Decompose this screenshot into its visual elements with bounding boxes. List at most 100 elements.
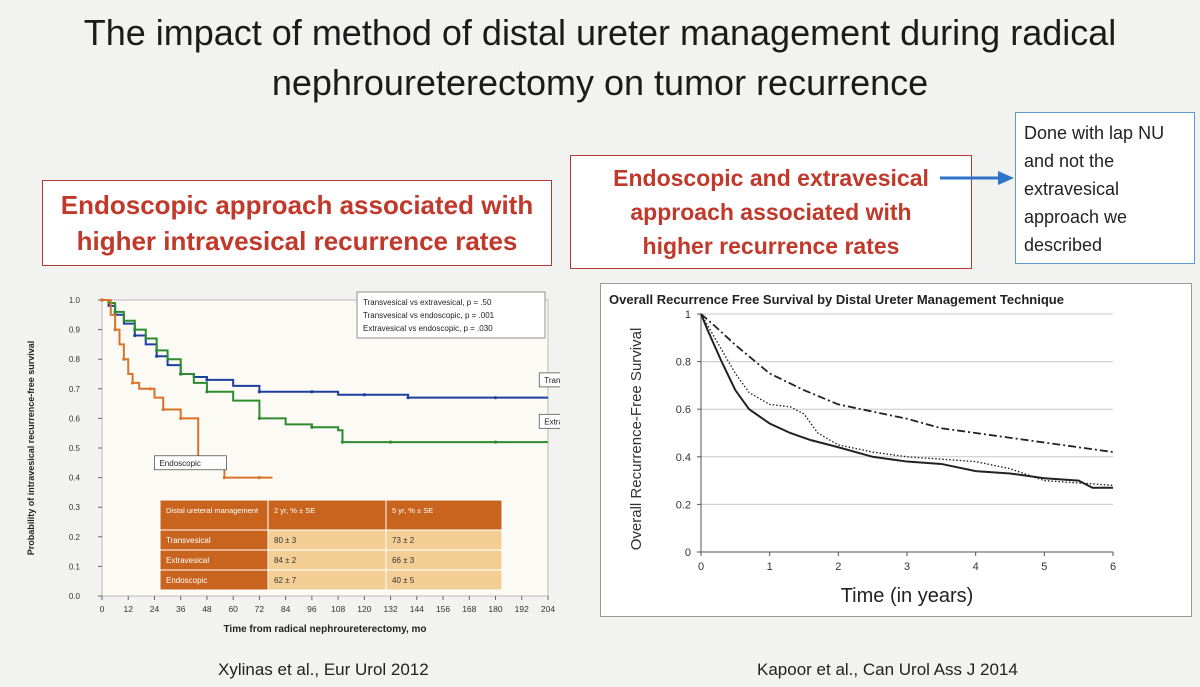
table-header-text: 2 yr, % ± SE	[274, 506, 315, 515]
y-tick-label: 0.2	[676, 499, 691, 511]
censor-mark	[362, 393, 366, 397]
censor-mark	[205, 390, 209, 394]
arrow-right-icon	[940, 171, 1014, 185]
series-label-transvesical: Transvesical	[544, 376, 560, 385]
callout-endoscopic-intravesical: Endoscopic approach associated with high…	[42, 180, 552, 266]
censor-mark	[133, 328, 137, 332]
pvalue-box	[356, 291, 546, 339]
x-tick-label: 192	[515, 604, 529, 614]
chart-title: Overall Recurrence Free Survival by Dist…	[609, 292, 1064, 307]
chart-right-panel: Overall Recurrence Free Survival by Dist…	[600, 283, 1192, 617]
note-line-5: described	[1024, 235, 1103, 255]
x-tick-label: 0	[100, 604, 105, 614]
censor-mark	[161, 407, 165, 412]
table-cell-text: Endoscopic	[166, 576, 207, 585]
table-header-cell	[159, 499, 269, 531]
callout-right-line-1: Endoscopic and extravesical	[613, 165, 929, 191]
y-tick-label: 1	[685, 309, 691, 321]
x-tick-label: 72	[255, 604, 265, 614]
callout-endoscopic-extravesical: Endoscopic and extravesical approach ass…	[570, 155, 972, 269]
table-cell-text: 73 ± 2	[392, 536, 415, 545]
censor-mark	[493, 440, 498, 444]
x-tick-label: 132	[383, 604, 397, 614]
y-tick-label: 0.6	[69, 414, 81, 423]
table-header-cell	[385, 499, 503, 531]
table-cell-text: Transvesical	[166, 536, 211, 545]
censor-mark	[257, 416, 262, 420]
series-label-endoscopic: Endoscopic	[159, 459, 200, 468]
series-label-box	[154, 455, 227, 471]
x-tick-label: 2	[835, 561, 841, 573]
x-tick-label: 6	[1110, 561, 1116, 573]
censor-mark	[131, 381, 135, 385]
censor-mark	[310, 390, 314, 394]
y-tick-label: 0.0	[69, 592, 81, 601]
censor-mark	[122, 357, 126, 361]
x-tick-label: 4	[973, 561, 979, 573]
citation-left: Xylinas et al., Eur Urol 2012	[218, 660, 429, 679]
censor-mark	[113, 310, 117, 314]
x-tick-label: 3	[904, 561, 910, 573]
note-line-2: and not the	[1024, 151, 1115, 171]
x-tick-label: 204	[541, 604, 555, 614]
callout-left-line-2: higher intravesical recurrence rates	[76, 226, 518, 256]
y-tick-label: 0.8	[69, 355, 81, 364]
x-tick-label: 108	[331, 604, 345, 614]
pvalue-text: Transvesical vs endoscopic, p = .001	[363, 311, 495, 320]
citation-right: Kapoor et al., Can Urol Ass J 2014	[757, 660, 1018, 679]
x-tick-label: 180	[488, 604, 502, 614]
censor-mark	[179, 416, 183, 420]
y-tick-label: 0.5	[69, 444, 81, 453]
pvalue-text: Extravesical vs endoscopic, p = .030	[363, 324, 493, 333]
y-tick-label: 0.4	[69, 474, 81, 483]
y-tick-label: 1.0	[69, 296, 81, 305]
censor-mark	[493, 396, 498, 400]
slide-title: The impact of method of distal ureter ma…	[0, 8, 1200, 108]
censor-mark	[388, 440, 393, 444]
y-tick-label: 0.3	[69, 503, 81, 512]
kaplan-meier-chart-right: Overall Recurrence Free Survival by Dist…	[609, 292, 1116, 607]
x-tick-label: 48	[202, 604, 212, 614]
callout-right-line-2: approach associated with	[630, 199, 912, 225]
y-axis-label: Probability of intravesical recurrence-f…	[26, 341, 36, 556]
censor-mark	[340, 440, 345, 444]
x-tick-label: 120	[357, 604, 371, 614]
series-line-solid	[700, 313, 1113, 489]
x-tick-label: 24	[150, 604, 160, 614]
table-cell-text: Extravesical	[166, 556, 209, 565]
censor-mark	[133, 333, 137, 338]
censor-mark	[148, 387, 152, 391]
censor-mark	[113, 328, 117, 332]
censor-mark	[179, 372, 183, 376]
pvalue-text: Transvesical vs extravesical, p = .50	[363, 298, 492, 307]
y-tick-label: 0.4	[676, 452, 691, 464]
x-tick-label: 144	[410, 604, 424, 614]
slide-title-line-2: nephroureterectomy on tumor recurrence	[271, 62, 929, 103]
table-cell-text: 40 ± 5	[392, 576, 415, 585]
series-line-extravesical	[102, 299, 548, 444]
y-tick-label: 0.8	[676, 357, 691, 369]
y-tick-label: 0.1	[69, 562, 81, 571]
censor-mark	[310, 425, 314, 429]
x-tick-label: 12	[124, 604, 134, 614]
table-cell-text: 66 ± 3	[392, 556, 415, 565]
table-header-cell	[267, 499, 387, 531]
note-line-1: Done with lap NU	[1024, 123, 1165, 143]
table-header-text: Distal ureteral management	[166, 506, 259, 515]
x-axis-label: Time from radical nephroureterectomy, mo	[223, 624, 426, 635]
censor-mark	[205, 378, 209, 382]
censor-mark	[257, 390, 262, 394]
series-line-dotted	[700, 313, 1114, 487]
censor-mark	[100, 298, 104, 302]
x-tick-label: 168	[462, 604, 476, 614]
y-axis-label: Overall Recurrence-Free Survival	[628, 328, 645, 551]
slide-title-line-1: The impact of method of distal ureter ma…	[83, 12, 1117, 53]
table-header-text: 5 yr, % ± SE	[392, 506, 433, 515]
table-cell-text: 80 ± 3	[274, 536, 297, 545]
x-tick-label: 36	[176, 604, 186, 614]
x-tick-label: 156	[436, 604, 450, 614]
note-line-4: approach we	[1024, 207, 1128, 227]
y-tick-label: 0.7	[69, 385, 81, 394]
callout-right-line-3: higher recurrence rates	[642, 233, 900, 259]
x-tick-label: 84	[281, 604, 291, 614]
